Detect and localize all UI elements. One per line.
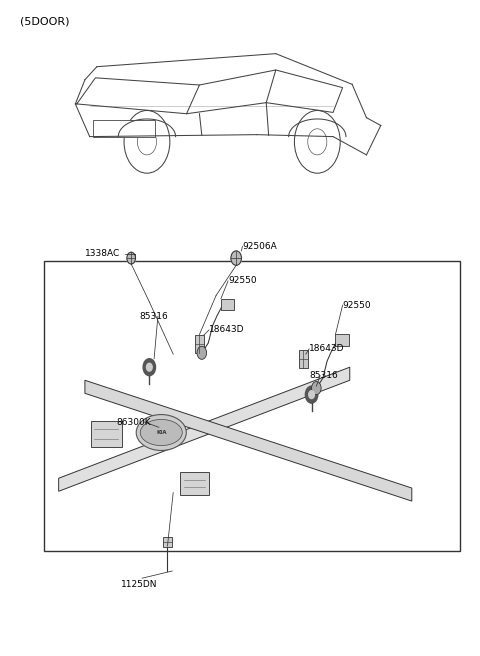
Bar: [44, 260, 459, 552]
Text: 92506A: 92506A: [242, 242, 277, 251]
Circle shape: [127, 252, 135, 264]
Text: 86300K: 86300K: [116, 418, 151, 426]
Circle shape: [305, 386, 318, 403]
Text: 1338AC: 1338AC: [85, 249, 120, 258]
Text: 1125DN: 1125DN: [120, 579, 157, 588]
FancyBboxPatch shape: [163, 537, 172, 548]
Circle shape: [197, 346, 206, 359]
Polygon shape: [85, 380, 412, 501]
Bar: [221, 298, 234, 310]
Ellipse shape: [136, 415, 186, 451]
Text: 85316: 85316: [140, 312, 168, 321]
Bar: [93, 120, 155, 136]
Text: (5DOOR): (5DOOR): [21, 16, 70, 26]
Bar: [336, 334, 349, 346]
Text: 18643D: 18643D: [209, 325, 244, 335]
Text: 18643D: 18643D: [309, 344, 345, 354]
Circle shape: [231, 251, 241, 265]
Text: 92550: 92550: [343, 300, 371, 310]
Text: KIA: KIA: [156, 430, 167, 435]
FancyBboxPatch shape: [180, 472, 209, 495]
FancyBboxPatch shape: [91, 420, 122, 447]
Polygon shape: [59, 367, 350, 491]
Ellipse shape: [140, 419, 182, 445]
FancyBboxPatch shape: [195, 335, 204, 354]
FancyBboxPatch shape: [299, 350, 308, 369]
Circle shape: [309, 391, 314, 399]
Circle shape: [312, 382, 321, 395]
Text: 85316: 85316: [309, 371, 338, 380]
Circle shape: [143, 359, 156, 376]
Circle shape: [146, 363, 152, 371]
Text: 92550: 92550: [228, 276, 257, 285]
